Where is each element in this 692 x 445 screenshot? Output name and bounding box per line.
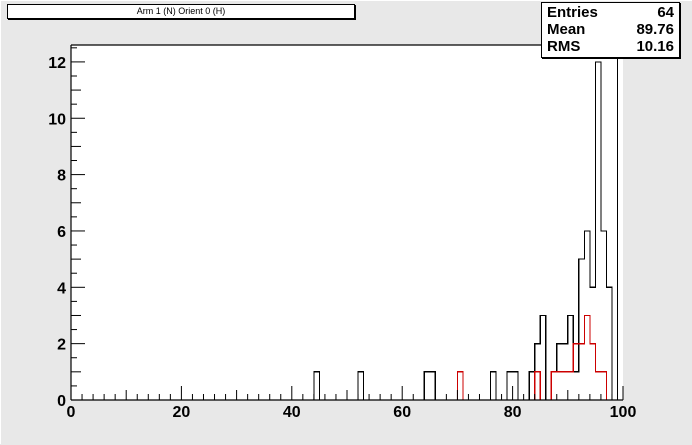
y-tick-label: 2 (57, 337, 66, 354)
stat-value: 64 (657, 4, 674, 21)
x-tick-label: 20 (173, 404, 191, 421)
stat-value: 10.16 (636, 38, 674, 55)
stats-box: Entries 64 Mean 89.76 RMS 10.16 (541, 2, 680, 58)
chart-title: Arm 1 (N) Orient 0 (H) (7, 4, 355, 19)
x-tick-label: 60 (393, 404, 411, 421)
y-tick-label: 4 (57, 280, 66, 297)
y-tick-label: 12 (48, 55, 66, 72)
y-tick-label: 8 (57, 168, 66, 185)
y-tick-label: 10 (48, 111, 66, 128)
stat-row-rms: RMS 10.16 (547, 38, 674, 55)
y-tick-label: 6 (57, 224, 66, 241)
x-tick-label: 0 (67, 404, 76, 421)
stat-label: Mean (547, 21, 586, 38)
stat-label: RMS (547, 38, 581, 55)
stat-value: 89.76 (636, 21, 674, 38)
stat-row-mean: Mean 89.76 (547, 21, 674, 38)
stat-label: Entries (547, 4, 598, 21)
x-tick-label: 80 (504, 404, 522, 421)
x-tick-label: 100 (610, 404, 637, 421)
y-tick-label: 0 (57, 393, 66, 410)
x-tick-label: 40 (283, 404, 301, 421)
stat-row-entries: Entries 64 (547, 4, 674, 21)
plot-frame (71, 45, 623, 400)
